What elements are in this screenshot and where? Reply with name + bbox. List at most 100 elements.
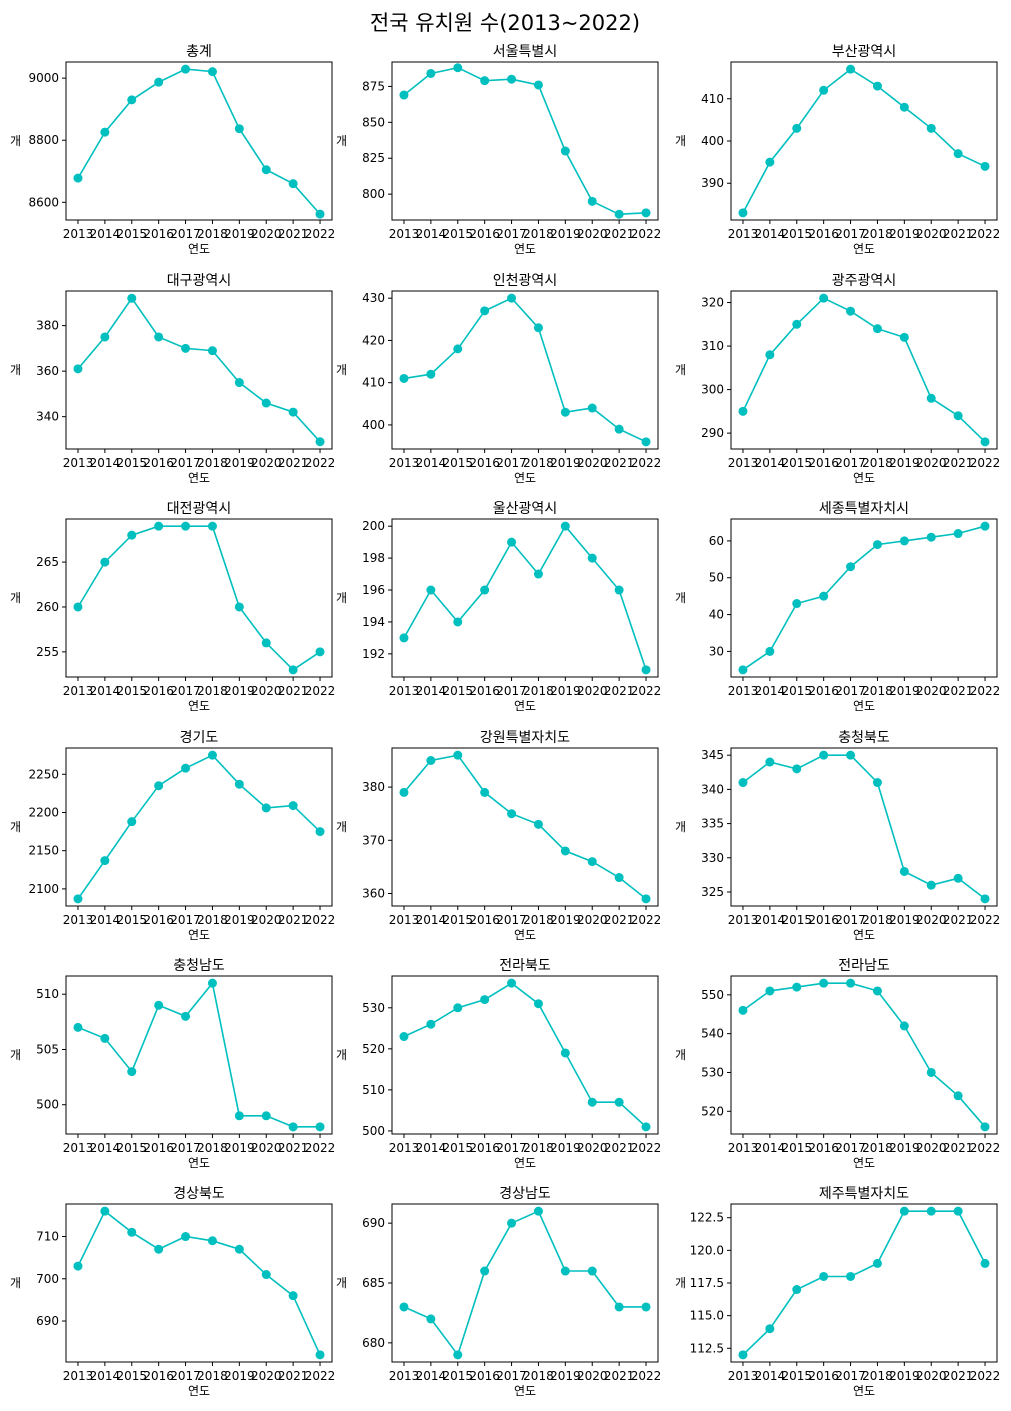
x-axis-label: 연도 bbox=[853, 699, 875, 713]
x-tick-label: 2017 bbox=[496, 913, 527, 927]
data-point bbox=[234, 378, 244, 388]
x-tick-label: 2020 bbox=[916, 227, 947, 241]
x-tick-label: 2021 bbox=[278, 684, 309, 698]
y-tick-label: 340 bbox=[36, 410, 59, 424]
x-tick-label: 2014 bbox=[90, 913, 121, 927]
data-point bbox=[453, 63, 463, 73]
subplot-title: 부산광역시 bbox=[832, 44, 896, 60]
data-point bbox=[560, 1266, 570, 1276]
x-tick-label: 2016 bbox=[143, 1141, 174, 1155]
x-tick-label: 2018 bbox=[523, 913, 554, 927]
data-point bbox=[765, 350, 775, 360]
x-tick-label: 2014 bbox=[755, 1369, 786, 1383]
data-point bbox=[399, 633, 409, 643]
y-tick-label: 196 bbox=[362, 583, 385, 597]
data-point bbox=[560, 146, 570, 156]
data-point bbox=[507, 809, 517, 819]
x-tick-label: 2018 bbox=[862, 684, 893, 698]
y-tick-label: 255 bbox=[36, 645, 59, 659]
x-tick-label: 2021 bbox=[604, 456, 635, 470]
x-tick-label: 2022 bbox=[305, 1369, 336, 1383]
subplot-title: 광주광역시 bbox=[832, 273, 896, 289]
series-line bbox=[77, 525, 321, 671]
data-point bbox=[926, 532, 936, 542]
x-tick-label: 2013 bbox=[728, 456, 759, 470]
x-tick-label: 2021 bbox=[943, 684, 974, 698]
data-point bbox=[765, 757, 775, 767]
x-tick-label: 2022 bbox=[631, 227, 662, 241]
subplot-2: 서울특별시20132014201520162017201820192020202… bbox=[336, 44, 661, 256]
x-tick-label: 2016 bbox=[808, 227, 839, 241]
data-point bbox=[315, 209, 325, 219]
x-tick-label: 2019 bbox=[224, 913, 255, 927]
x-axis-label: 연도 bbox=[514, 699, 536, 713]
subplot-14: 전라북도 201320142015201620172018201920202021… bbox=[336, 958, 661, 1170]
subplot-title: 충청남도 bbox=[173, 958, 225, 974]
x-tick-label: 2020 bbox=[916, 913, 947, 927]
data-point bbox=[926, 1067, 936, 1077]
y-tick-label: 194 bbox=[362, 615, 385, 629]
data-point bbox=[953, 411, 963, 421]
x-tick-label: 2021 bbox=[278, 1141, 309, 1155]
x-tick-label: 2020 bbox=[251, 913, 282, 927]
x-tick-label: 2019 bbox=[550, 1141, 581, 1155]
x-tick-label: 2018 bbox=[862, 1369, 893, 1383]
y-axis-label: 개 bbox=[10, 363, 21, 377]
x-tick-label: 2017 bbox=[170, 913, 201, 927]
data-point bbox=[73, 1261, 83, 1271]
x-tick-label: 2014 bbox=[90, 1369, 121, 1383]
y-tick-label: 520 bbox=[701, 1104, 724, 1118]
y-tick-label: 690 bbox=[36, 1314, 59, 1328]
y-tick-label: 112.5 bbox=[690, 1341, 724, 1355]
data-point bbox=[154, 77, 164, 87]
subplot-13: 충청남도 201320142015201620172018201920202021… bbox=[10, 958, 335, 1170]
subplot-title: 대구광역시 bbox=[167, 273, 231, 289]
x-tick-label: 2020 bbox=[577, 684, 608, 698]
plot-frame bbox=[730, 518, 998, 678]
x-tick-label: 2022 bbox=[631, 684, 662, 698]
x-tick-label: 2020 bbox=[577, 227, 608, 241]
y-tick-label: 360 bbox=[362, 886, 385, 900]
data-point bbox=[560, 521, 570, 531]
x-tick-label: 2019 bbox=[550, 1369, 581, 1383]
x-tick-label: 2014 bbox=[416, 456, 447, 470]
x-tick-label: 2014 bbox=[90, 684, 121, 698]
data-point bbox=[261, 165, 271, 175]
x-tick-label: 2017 bbox=[170, 456, 201, 470]
series-line bbox=[403, 66, 647, 216]
data-point bbox=[614, 209, 624, 219]
x-tick-label: 2016 bbox=[808, 456, 839, 470]
x-tick-label: 2021 bbox=[943, 456, 974, 470]
x-tick-label: 2020 bbox=[577, 1141, 608, 1155]
x-tick-label: 2013 bbox=[728, 684, 759, 698]
x-axis-label: 연도 bbox=[853, 242, 875, 256]
data-point bbox=[980, 1258, 990, 1268]
y-tick-label: 850 bbox=[362, 115, 385, 129]
x-tick-label: 2014 bbox=[90, 1141, 121, 1155]
plot-frame bbox=[391, 61, 659, 221]
x-tick-label: 2021 bbox=[604, 1369, 635, 1383]
y-tick-label: 122.5 bbox=[690, 1211, 724, 1225]
y-tick-label: 505 bbox=[36, 1042, 59, 1056]
data-point bbox=[819, 750, 829, 760]
data-point bbox=[480, 76, 490, 86]
data-point bbox=[100, 856, 110, 866]
x-tick-label: 2020 bbox=[916, 1369, 947, 1383]
x-tick-label: 2015 bbox=[781, 913, 812, 927]
data-point bbox=[234, 779, 244, 789]
data-point bbox=[480, 585, 490, 595]
x-tick-label: 2015 bbox=[116, 1369, 147, 1383]
data-point bbox=[207, 346, 217, 356]
x-tick-label: 2022 bbox=[970, 1369, 1001, 1383]
x-tick-label: 2013 bbox=[728, 1141, 759, 1155]
x-tick-label: 2016 bbox=[808, 684, 839, 698]
plot-frame bbox=[65, 518, 333, 678]
data-point bbox=[846, 306, 856, 316]
y-tick-label: 335 bbox=[701, 817, 724, 831]
subplot-15: 전라남도 201320142015201620172018201920202021… bbox=[675, 958, 1000, 1170]
data-point bbox=[127, 1067, 137, 1077]
data-point bbox=[738, 665, 748, 675]
data-point bbox=[926, 123, 936, 133]
data-point bbox=[587, 403, 597, 413]
x-tick-label: 2013 bbox=[63, 456, 94, 470]
